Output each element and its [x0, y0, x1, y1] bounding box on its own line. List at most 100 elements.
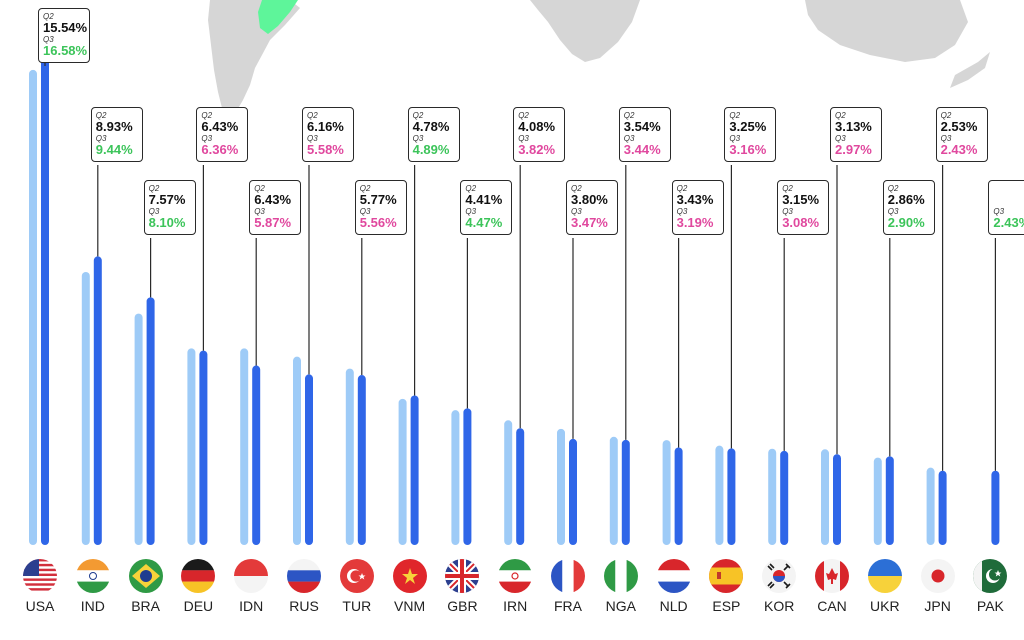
bar-q3-jpn [938, 470, 947, 545]
q3-value: 8.10% [148, 215, 186, 230]
country-code-deu: DEU [183, 598, 214, 614]
value-label-ukr: Q2 2.86% Q3 2.90% [882, 180, 935, 235]
south-america-highlight [258, 0, 298, 34]
nigeria-flag-icon [603, 559, 638, 593]
germany-flag-icon [181, 559, 216, 593]
new-zealand-landmass [950, 52, 990, 88]
country-code-idn: IDN [239, 598, 264, 614]
q2-value: 4.08% [518, 119, 556, 134]
q2-tag: Q2 [359, 184, 371, 193]
q3-tag: Q3 [465, 207, 477, 216]
bar-q3-ukr [885, 456, 894, 545]
q2-tag: Q2 [940, 111, 952, 120]
q2-value: 3.13% [835, 119, 872, 134]
q3-tag: Q3 [623, 134, 635, 143]
bar-q3-kor [780, 450, 789, 545]
q2-tag: Q2 [95, 111, 107, 120]
us-flag-icon [23, 559, 57, 593]
turkey-flag-icon [339, 559, 374, 593]
value-label-usa: Q2 15.54% Q3 16.58% [38, 8, 90, 63]
q3-value: 2.43% [993, 215, 1024, 230]
country-code-nga: NGA [605, 598, 636, 614]
country-code-ukr: UKR [870, 598, 900, 614]
q2-value: 8.93% [95, 119, 133, 134]
q3-tag: Q3 [993, 207, 1005, 216]
q3-tag: Q3 [359, 207, 371, 216]
country-code-vnm: VNM [394, 598, 426, 614]
india-flag-icon [75, 559, 110, 593]
korea-flag-icon [762, 559, 797, 593]
q2-tag: Q2 [887, 184, 899, 193]
bar-q2-nld [662, 440, 671, 545]
q2-tag: Q2 [782, 184, 793, 193]
value-label-kor: Q2 3.15% Q3 3.08% [777, 180, 830, 235]
bar-q3-nga [621, 439, 630, 545]
value-label-gbr: Q2 4.41% Q3 4.47% [460, 180, 513, 235]
bar-q3-usa [41, 38, 49, 546]
country-code-kor: KOR [764, 598, 795, 614]
q2-value: 4.78% [412, 119, 450, 134]
bar-q2-deu [187, 348, 196, 545]
q3-tag: Q3 [254, 207, 265, 216]
bar-q2-usa [29, 69, 37, 546]
bar-q3-irn [516, 428, 525, 545]
value-label-bra: Q2 7.57% Q3 8.10% [143, 180, 196, 235]
q3-tag: Q3 [518, 134, 529, 143]
bar-q3-ind [93, 256, 102, 545]
q2-tag: Q2 [571, 184, 582, 193]
q3-value: 3.16% [729, 142, 767, 157]
q2-tag: Q2 [412, 111, 424, 120]
q3-tag: Q3 [940, 134, 952, 143]
value-label-fra: Q2 3.80% Q3 3.47% [566, 180, 618, 235]
value-label-pak: Q32.43% [988, 180, 1024, 235]
bar-q2-fra [557, 428, 565, 545]
bar-q3-esp [727, 448, 736, 545]
q3-tag: Q3 [412, 134, 424, 143]
q3-value: 6.36% [201, 142, 239, 157]
bar-q2-rus [293, 356, 301, 545]
country-code-gbr: GBR [447, 598, 478, 614]
q3-value: 9.44% [95, 142, 133, 157]
value-label-nga: Q2 3.54% Q3 3.44% [618, 107, 671, 162]
bar-q2-gbr [451, 410, 460, 545]
bar-q2-kor [768, 448, 777, 545]
q2-value: 2.86% [887, 192, 925, 207]
bar-q3-tur [357, 375, 366, 545]
south-america-landmass [208, 0, 300, 118]
q2-value: 6.43% [254, 192, 292, 207]
q2-tag: Q2 [148, 184, 160, 193]
country-code-tur: TUR [342, 598, 372, 614]
q3-tag: Q3 [571, 207, 582, 216]
q3-value: 3.08% [782, 215, 820, 230]
bar-q3-pak [991, 470, 1000, 545]
q3-tag: Q3 [729, 134, 741, 143]
q2-value: 3.15% [782, 192, 820, 207]
spain-flag-icon [709, 559, 744, 593]
bar-q3-can [833, 454, 841, 545]
q2-value: 3.80% [571, 192, 608, 207]
q2-value: 3.54% [623, 119, 661, 134]
country-code-bra: BRA [131, 598, 160, 614]
q3-value: 4.47% [465, 215, 503, 230]
q3-value: 3.47% [571, 215, 608, 230]
q3-value: 3.19% [676, 215, 714, 230]
bar-q3-nld [674, 447, 683, 545]
bar-q2-ukr [873, 457, 882, 545]
bar-q2-jpn [926, 467, 935, 545]
q2-tag: Q2 [623, 111, 635, 120]
q3-tag: Q3 [782, 207, 793, 216]
bar-q2-idn [240, 348, 249, 545]
bar-q2-tur [345, 368, 354, 545]
value-label-tur: Q2 5.77% Q3 5.56% [354, 180, 407, 235]
q3-value: 5.58% [307, 142, 344, 157]
q3-value: 3.44% [623, 142, 661, 157]
q2-tag: Q2 [835, 111, 846, 120]
country-code-fra: FRA [554, 598, 582, 614]
q2-tag: Q2 [254, 184, 265, 193]
q2-value: 7.57% [148, 192, 186, 207]
q2-value: 3.25% [729, 119, 767, 134]
value-label-esp: Q2 3.25% Q3 3.16% [724, 107, 777, 162]
q2-value: 6.43% [201, 119, 239, 134]
bar-q3-fra [569, 438, 577, 545]
